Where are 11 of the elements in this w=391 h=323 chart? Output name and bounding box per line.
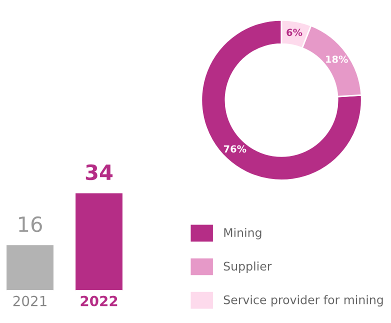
x-tick-label: 2021 — [13, 296, 46, 306]
legend-label: Service provider for mining — [224, 295, 383, 307]
data-label: 16 — [19, 216, 42, 232]
data-label: 34 — [86, 164, 113, 180]
data-label: 18% — [326, 56, 348, 63]
data-label: 6% — [286, 28, 302, 36]
donut-slice — [200, 19, 362, 181]
data-label: 76% — [224, 145, 246, 153]
legend-label: Supplier — [224, 262, 272, 273]
legend-label: Mining — [224, 228, 262, 240]
x-tick-label: 2022 — [80, 296, 118, 306]
